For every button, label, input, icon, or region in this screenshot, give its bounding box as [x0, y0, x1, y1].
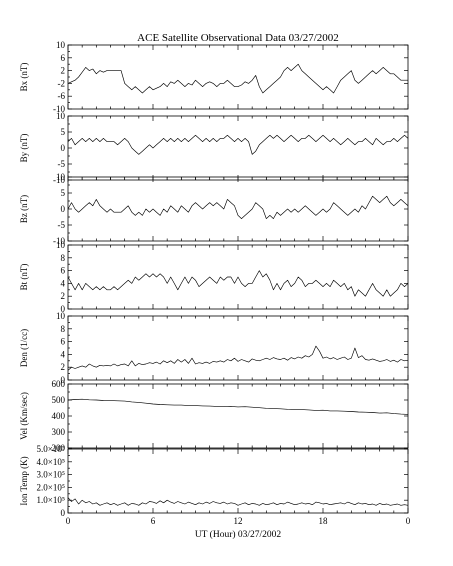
y-tick-label: 6: [61, 337, 66, 347]
y-tick-label: 0: [61, 204, 66, 214]
y-tick-label: 10: [56, 111, 66, 121]
y-tick-label: 8: [61, 324, 66, 334]
y-tick-label: 300: [52, 427, 66, 437]
y-tick-label: 4: [61, 278, 66, 288]
x-tick-label: 18: [319, 516, 329, 526]
y-tick-label: 500: [52, 395, 66, 405]
y-tick-label: -6: [58, 91, 66, 101]
y-tick-label: -5: [58, 220, 66, 230]
y-tick-label: 4.0×10⁵: [37, 457, 65, 467]
chart-title: ACE Satellite Observational Data 03/27/2…: [137, 32, 339, 44]
y-axis-label: By (nT): [19, 134, 29, 163]
panel-4: 0 2 4 6 8 10 Den (1/cc): [19, 311, 409, 385]
y-axis-label: Den (1/cc): [19, 329, 29, 367]
y-tick-label: 0: [61, 304, 66, 314]
panel-0: -10 -6 -2 2 6 10 Bx (nT): [19, 40, 409, 114]
y-tick-label: -10: [53, 236, 65, 246]
y-tick-label: 6: [61, 266, 66, 276]
panel-frame: [67, 315, 409, 381]
series-line-3-0: [67, 270, 409, 297]
y-tick-label: 5: [61, 127, 66, 137]
x-axis-label: UT (Hour) 03/27/2002: [195, 529, 282, 540]
y-tick-label: 2: [61, 66, 66, 76]
y-tick-label: 10: [56, 240, 66, 250]
y-tick-label: -5: [58, 159, 66, 169]
panel-5: 200 300 400 500 600 Vel (Km/sec): [19, 379, 409, 453]
y-tick-label: 400: [52, 411, 66, 421]
series-line-4-0: [67, 345, 409, 371]
y-axis-label: Ion Temp (K): [19, 456, 29, 505]
y-tick-label: 0: [61, 143, 66, 153]
y-tick-label: 10: [56, 40, 66, 50]
panel-stack: -10 -6 -2 2 6 10 Bx (nT) -10 -5 0 5 10 By (nT) -10 -5 0…: [19, 40, 411, 526]
panel-3: 0 2 4 6 8 10 Bt (nT): [19, 240, 409, 314]
panel-frame: [67, 383, 409, 449]
y-tick-label: 3.0×10⁵: [37, 470, 65, 480]
panel-frame: [67, 115, 409, 181]
y-tick-label: 600: [52, 379, 66, 389]
series-line-1-0: [67, 134, 409, 155]
y-axis-label: Bx (nT): [19, 63, 29, 92]
y-tick-label: -2: [58, 78, 66, 88]
panel-frame: [67, 44, 409, 110]
y-tick-label: 2: [61, 362, 66, 372]
series-line-2-0: [67, 195, 409, 219]
x-tick-label: 12: [234, 516, 243, 526]
panel-1: -10 -5 0 5 10 By (nT): [19, 111, 409, 185]
y-tick-label: 6: [61, 53, 66, 63]
x-tick-label: 0: [406, 516, 411, 526]
y-axis-label: Bz (nT): [19, 195, 29, 223]
x-tick-label: 6: [151, 516, 156, 526]
series-line-5-0: [67, 398, 409, 415]
y-tick-label: 0: [61, 508, 66, 518]
panel-frame: [67, 176, 409, 242]
x-tick-label: 0: [66, 516, 71, 526]
y-tick-label: 10: [56, 311, 66, 321]
y-tick-label: 2.0×10⁵: [37, 482, 65, 492]
y-axis-label: Vel (Km/sec): [19, 392, 29, 440]
y-tick-label: 4: [61, 349, 66, 359]
y-tick-label: 1.0×10⁵: [37, 495, 65, 505]
series-line-6-0: [67, 497, 409, 506]
y-tick-label: -10: [53, 104, 65, 114]
y-tick-label: 10: [56, 172, 66, 182]
panel-6: 0 1.0×10⁵ 2.0×10⁵ 3.0×10⁵ 4.0×10⁵ 5.0×10⁵ Ion …: [19, 444, 409, 518]
y-tick-label: 8: [61, 253, 66, 263]
y-tick-label: 5: [61, 188, 66, 198]
panel-2: -10 -5 0 5 10 Bz (nT): [19, 172, 409, 246]
y-axis-label: Bt (nT): [19, 264, 29, 291]
y-tick-label: 200: [52, 443, 66, 453]
y-tick-label: 0: [61, 375, 66, 385]
y-tick-label: -10: [53, 175, 65, 185]
y-tick-label: 2: [61, 291, 66, 301]
series-line-0-0: [67, 63, 408, 94]
y-tick-label: 5.0×10⁵: [37, 444, 65, 454]
